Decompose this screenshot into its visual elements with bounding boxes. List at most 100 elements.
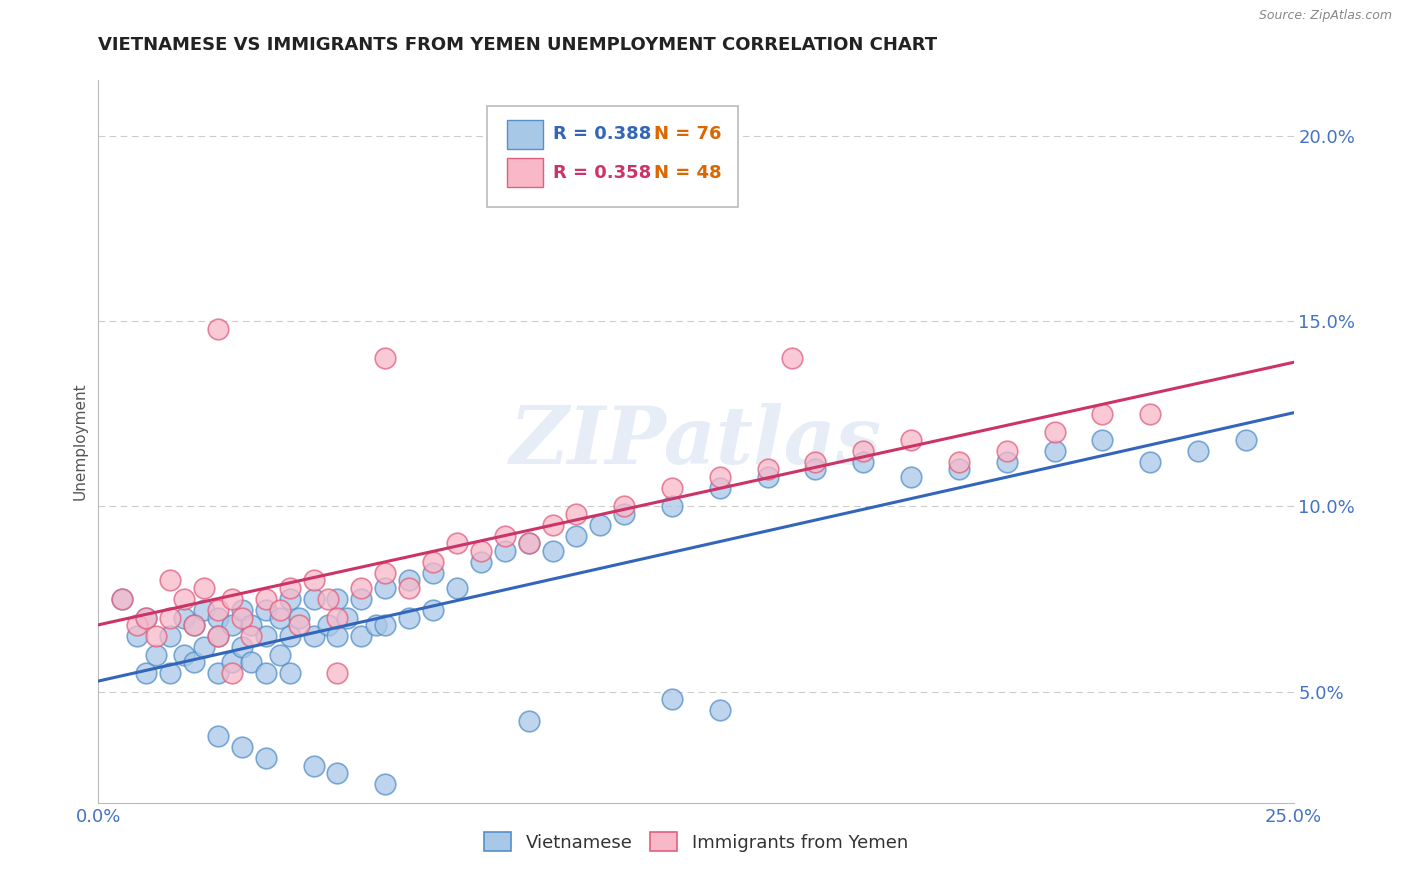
Point — [302, 758, 325, 772]
Point — [350, 629, 373, 643]
Point — [159, 574, 181, 588]
Point — [852, 455, 875, 469]
Point — [422, 555, 444, 569]
Point — [254, 592, 277, 607]
Point — [159, 629, 181, 643]
Bar — [508, 120, 543, 149]
Point — [302, 629, 325, 643]
Point — [316, 592, 339, 607]
Point — [1139, 407, 1161, 421]
Text: R = 0.358: R = 0.358 — [553, 164, 651, 182]
Point — [398, 574, 420, 588]
Point — [398, 581, 420, 595]
Point — [374, 566, 396, 580]
Point — [1187, 443, 1209, 458]
Point — [135, 666, 157, 681]
Point — [173, 610, 195, 624]
Point — [565, 529, 588, 543]
Point — [278, 581, 301, 595]
Point — [1091, 407, 1114, 421]
Point — [900, 433, 922, 447]
Point — [565, 507, 588, 521]
Point — [207, 629, 229, 643]
Text: R = 0.388: R = 0.388 — [553, 126, 651, 144]
Point — [446, 536, 468, 550]
Point — [336, 610, 359, 624]
Point — [1091, 433, 1114, 447]
Point — [183, 618, 205, 632]
Point — [1139, 455, 1161, 469]
Point — [159, 666, 181, 681]
Point — [374, 351, 396, 366]
Point — [852, 443, 875, 458]
Point — [517, 536, 540, 550]
Text: VIETNAMESE VS IMMIGRANTS FROM YEMEN UNEMPLOYMENT CORRELATION CHART: VIETNAMESE VS IMMIGRANTS FROM YEMEN UNEM… — [98, 36, 938, 54]
Point — [183, 655, 205, 669]
Point — [326, 629, 349, 643]
Point — [193, 603, 215, 617]
Legend: Vietnamese, Immigrants from Yemen: Vietnamese, Immigrants from Yemen — [477, 825, 915, 859]
Point — [995, 455, 1018, 469]
Point — [269, 648, 291, 662]
Point — [709, 481, 731, 495]
Point — [207, 666, 229, 681]
Text: Source: ZipAtlas.com: Source: ZipAtlas.com — [1258, 9, 1392, 22]
Point — [661, 500, 683, 514]
Point — [316, 618, 339, 632]
Point — [135, 610, 157, 624]
Text: ZIPatlas: ZIPatlas — [510, 403, 882, 480]
Point — [948, 462, 970, 476]
Point — [173, 648, 195, 662]
Point — [756, 469, 779, 483]
Point — [207, 321, 229, 335]
Point — [661, 692, 683, 706]
Point — [231, 740, 253, 755]
Point — [254, 629, 277, 643]
Point — [231, 610, 253, 624]
Point — [159, 610, 181, 624]
Point — [326, 666, 349, 681]
Point — [207, 610, 229, 624]
Point — [183, 618, 205, 632]
Point — [1043, 443, 1066, 458]
Text: N = 48: N = 48 — [654, 164, 721, 182]
Point — [398, 610, 420, 624]
Point — [1234, 433, 1257, 447]
Point — [517, 714, 540, 729]
Point — [240, 629, 263, 643]
Point — [221, 655, 243, 669]
Point — [269, 603, 291, 617]
Point — [193, 640, 215, 655]
Point — [780, 351, 803, 366]
Point — [494, 544, 516, 558]
Point — [326, 592, 349, 607]
Point — [125, 629, 148, 643]
Point — [541, 544, 564, 558]
Point — [145, 648, 167, 662]
FancyBboxPatch shape — [486, 105, 738, 207]
Point — [231, 603, 253, 617]
Point — [364, 618, 387, 632]
Point — [302, 592, 325, 607]
Point — [254, 666, 277, 681]
Point — [221, 666, 243, 681]
Point — [135, 610, 157, 624]
Point — [350, 592, 373, 607]
Point — [422, 603, 444, 617]
Point — [1043, 425, 1066, 440]
Point — [207, 629, 229, 643]
Point — [470, 555, 492, 569]
Point — [207, 603, 229, 617]
Point — [193, 581, 215, 595]
Point — [995, 443, 1018, 458]
Point — [709, 703, 731, 717]
Point — [470, 544, 492, 558]
Point — [374, 618, 396, 632]
Point — [446, 581, 468, 595]
Point — [374, 777, 396, 791]
Point — [422, 566, 444, 580]
Point — [254, 751, 277, 765]
Point — [900, 469, 922, 483]
Point — [541, 517, 564, 532]
Point — [278, 629, 301, 643]
